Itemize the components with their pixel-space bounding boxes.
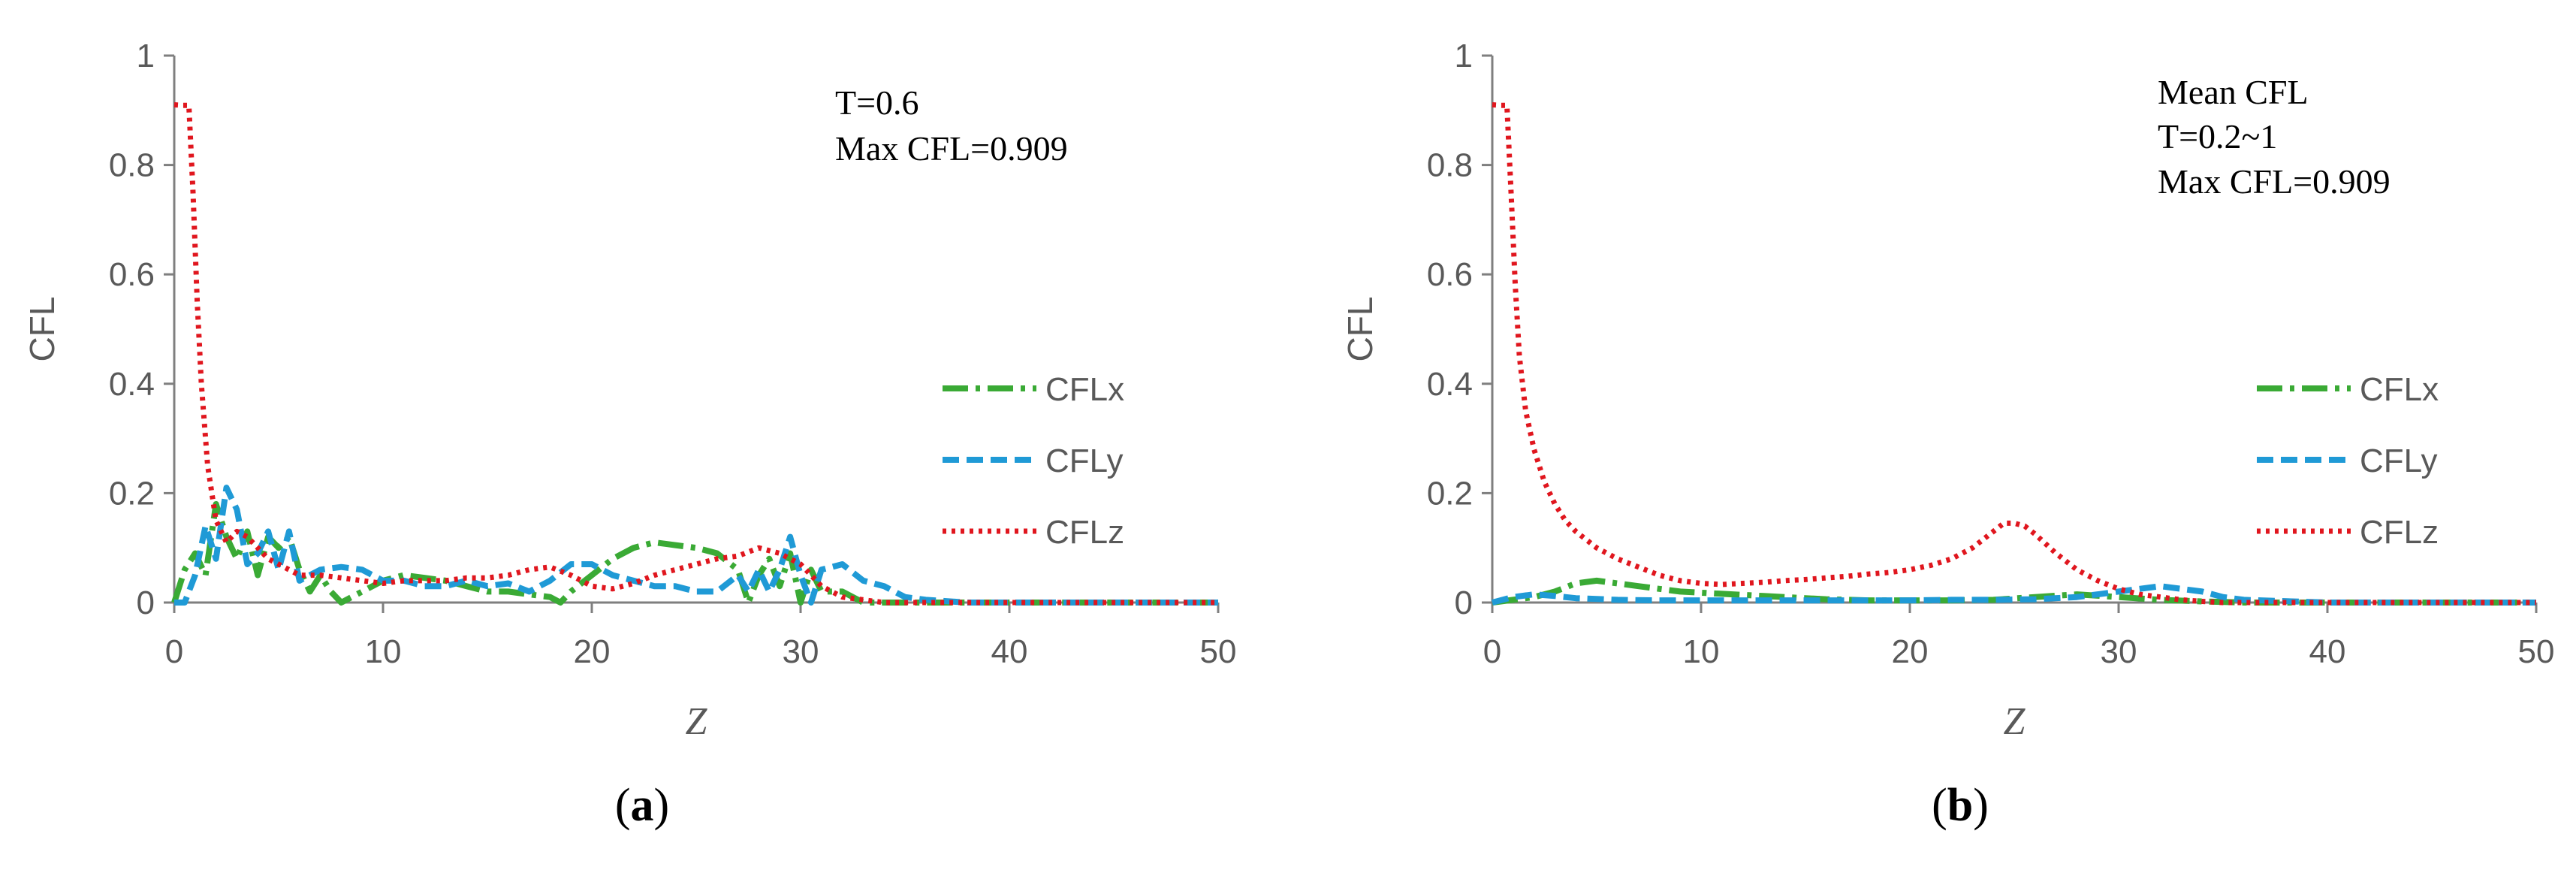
y-tick-label-b: 0.2 xyxy=(1427,475,1473,512)
x-tick-label-a: 20 xyxy=(574,633,611,670)
x-tick-label-a: 10 xyxy=(365,633,402,670)
x-tick-label-a: 50 xyxy=(1200,633,1237,670)
series-line-cfly-b xyxy=(1491,583,2536,606)
y-tick-label-b: 0.4 xyxy=(1427,366,1473,403)
y-tick-label-a: 0.4 xyxy=(109,366,155,403)
panel-label-letter-b: b xyxy=(1947,780,1973,831)
x-tick-label-a: 40 xyxy=(991,633,1028,670)
panel-label-close-b: ) xyxy=(1973,780,1989,831)
annotation-b: Max CFL=0.909 xyxy=(2158,162,2390,201)
chart-panel-a: 0 0.2 0.4 0.6 0.8 1 0 10 20 30 40 50 CFL Z T=0.6 Max CF… xyxy=(23,38,1237,831)
y-tick-label-a: 0 xyxy=(137,585,155,621)
x-tick-label-b: 40 xyxy=(2309,633,2346,670)
panel-label-a: (a) xyxy=(615,780,669,831)
x-tick-label-b: 10 xyxy=(1683,633,1720,670)
annotation-b: T=0.2~1 xyxy=(2158,117,2277,156)
x-tick-label-a: 0 xyxy=(165,633,183,670)
chart-panel-b: 0 0.2 0.4 0.6 0.8 1 0 10 20 30 40 50 CFL Z Mean CFL T=0… xyxy=(1288,0,2576,870)
y-tick-label-a: 0.2 xyxy=(109,475,155,512)
y-tick-label-a: 0.8 xyxy=(109,147,155,184)
panel-label-letter-a: a xyxy=(631,780,654,831)
y-tick-label-a: 1 xyxy=(137,38,155,74)
x-tick-label-b: 20 xyxy=(1892,633,1929,670)
y-tick-label-a: 0.6 xyxy=(109,256,155,293)
series-line-cflz-a xyxy=(173,102,1218,606)
legend-label-cflx-b: CFLx xyxy=(2360,371,2439,408)
panel-label-open-a: ( xyxy=(615,780,631,831)
x-tick-label-b: 0 xyxy=(1483,633,1501,670)
panel-label-b: (b) xyxy=(1932,780,1989,831)
y-tick-label-b: 0 xyxy=(1455,585,1473,621)
legend-label-cflz-a: CFLz xyxy=(1045,514,1124,551)
y-tick-label-b: 1 xyxy=(1455,38,1473,74)
annotation-b: Mean CFL xyxy=(2158,73,2309,111)
legend-label-cflx-a: CFLx xyxy=(1045,371,1124,408)
x-axis-title-b: Z xyxy=(2004,700,2026,743)
x-axis-title-a: Z xyxy=(686,700,708,743)
y-axis-title-a: CFL xyxy=(23,297,62,362)
annotation-a: Max CFL=0.909 xyxy=(835,129,1068,168)
annotation-a: T=0.6 xyxy=(835,83,919,122)
x-tick-label-a: 30 xyxy=(783,633,819,670)
legend-label-cflz-b: CFLz xyxy=(2360,514,2439,551)
x-tick-label-b: 50 xyxy=(2518,633,2555,670)
legend-label-cfly-b: CFLy xyxy=(2360,443,2438,479)
y-tick-label-b: 0.8 xyxy=(1427,147,1473,184)
x-tick-label-b: 30 xyxy=(2101,633,2137,670)
legend-label-cfly-a: CFLy xyxy=(1045,443,1124,479)
panel-label-close-a: ) xyxy=(654,780,670,831)
y-tick-label-b: 0.6 xyxy=(1427,256,1473,293)
panel-label-open-b: ( xyxy=(1932,780,1947,831)
y-axis-title-b: CFL xyxy=(1341,297,1380,362)
